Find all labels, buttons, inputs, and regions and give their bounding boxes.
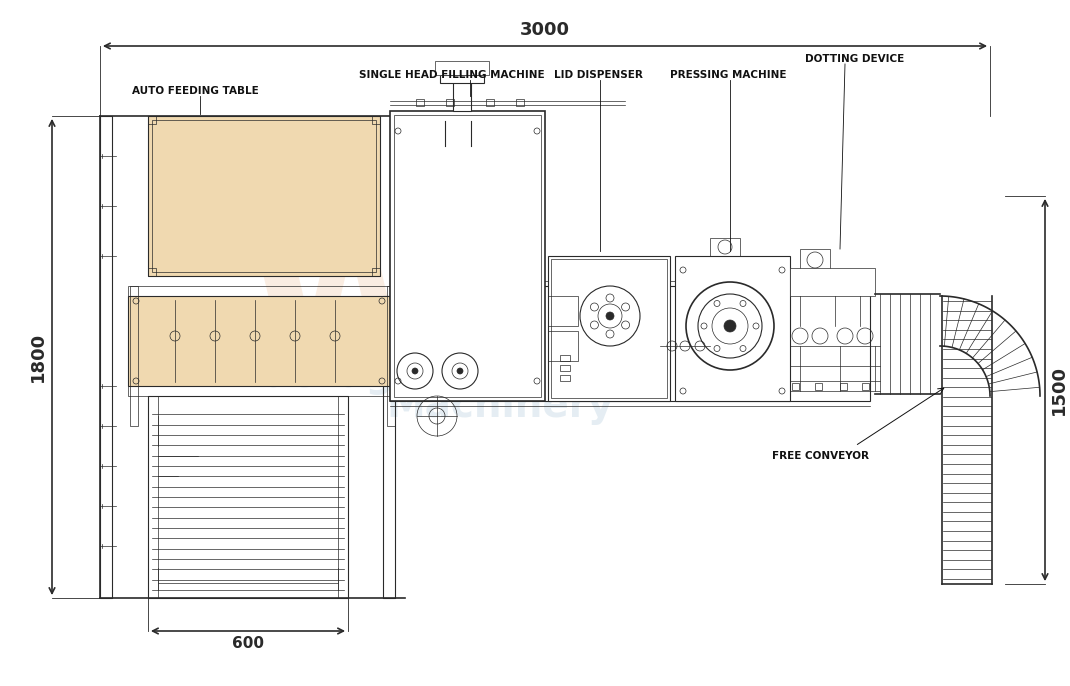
Text: Machinery: Machinery	[386, 387, 613, 425]
Bar	[128, 296, 389, 386]
Bar	[128, 386, 389, 396]
Bar	[446, 99, 454, 106]
Text: FREE CONVEYOR: FREE CONVEYOR	[771, 451, 869, 461]
Bar	[560, 375, 570, 381]
Text: LID DISPENSER: LID DISPENSER	[553, 70, 642, 80]
Text: est: est	[391, 265, 610, 386]
Bar	[338, 396, 348, 598]
Bar	[100, 116, 112, 598]
Circle shape	[457, 368, 463, 374]
Bar	[548, 331, 578, 361]
Text: 1800: 1800	[29, 332, 47, 382]
Bar	[389, 286, 870, 401]
Circle shape	[724, 320, 736, 332]
Bar	[372, 116, 380, 124]
Text: W: W	[243, 212, 457, 400]
Bar	[560, 365, 570, 371]
Bar	[389, 111, 545, 401]
Bar	[675, 256, 790, 401]
Bar	[486, 99, 494, 106]
Text: Packaging: Packaging	[238, 357, 462, 395]
Bar	[128, 286, 389, 296]
Bar	[383, 296, 395, 598]
Bar	[372, 268, 380, 276]
Bar	[435, 61, 489, 75]
Bar	[548, 296, 578, 326]
Bar	[815, 383, 822, 390]
Bar	[800, 249, 830, 271]
Text: AUTO FEEDING TABLE: AUTO FEEDING TABLE	[132, 86, 258, 96]
Circle shape	[606, 312, 614, 320]
Bar	[440, 75, 484, 83]
Bar	[416, 99, 424, 106]
Bar	[152, 120, 376, 272]
Text: PRESSING MACHINE: PRESSING MACHINE	[670, 70, 786, 80]
Bar	[148, 116, 156, 124]
Bar	[148, 116, 380, 276]
Bar	[792, 383, 799, 390]
Text: 1500: 1500	[1050, 365, 1068, 415]
Bar	[387, 286, 395, 426]
Text: SINGLE HEAD FILLING MACHINE: SINGLE HEAD FILLING MACHINE	[360, 70, 545, 80]
Bar	[129, 286, 138, 426]
Bar	[862, 383, 869, 390]
Bar	[453, 81, 471, 111]
Bar	[560, 355, 570, 361]
Text: 3000: 3000	[520, 21, 570, 39]
Bar	[548, 256, 670, 401]
Text: 600: 600	[232, 636, 264, 651]
Bar	[516, 99, 524, 106]
Bar	[148, 396, 348, 598]
Bar	[551, 259, 667, 398]
Bar	[840, 383, 847, 390]
Bar	[148, 268, 156, 276]
Bar	[148, 396, 158, 598]
Circle shape	[412, 368, 418, 374]
Text: DOTTING DEVICE: DOTTING DEVICE	[806, 54, 904, 64]
Bar	[394, 115, 541, 397]
Bar	[710, 238, 740, 256]
Bar	[790, 268, 875, 296]
